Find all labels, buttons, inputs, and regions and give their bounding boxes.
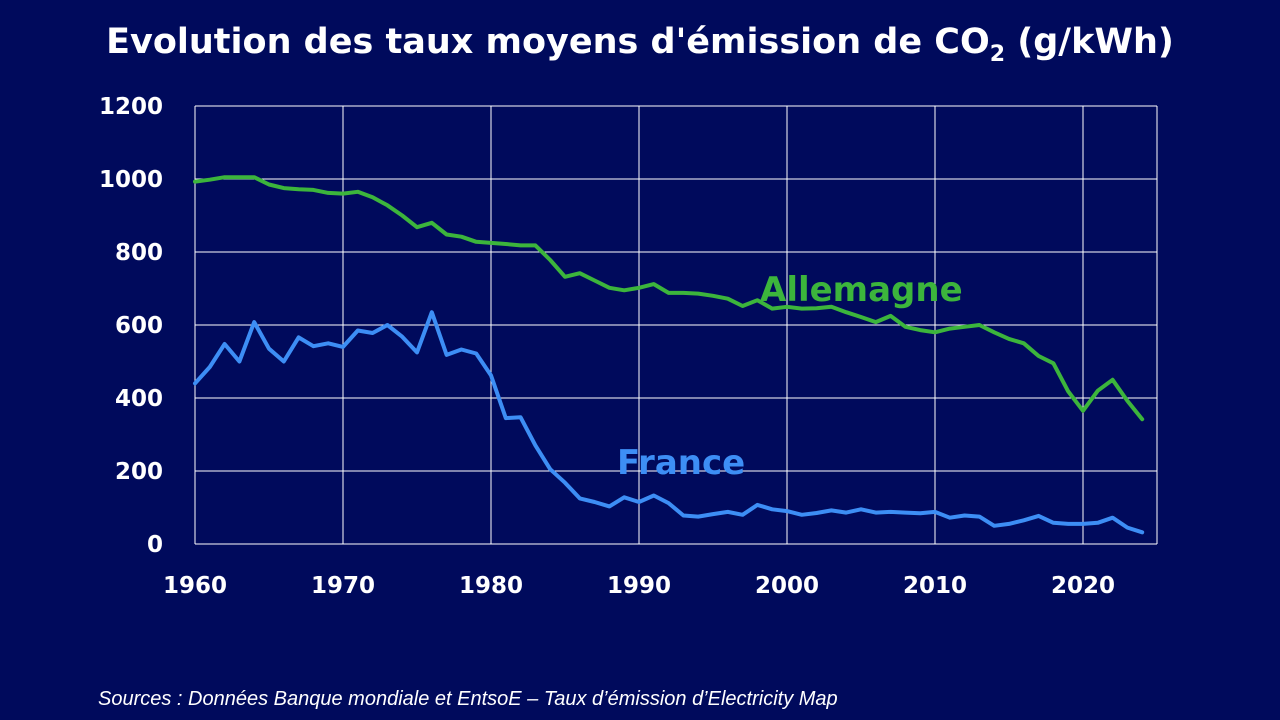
y-tick-label-1000: 1000: [99, 167, 163, 193]
series-annotations: Allemagne France: [617, 270, 963, 483]
series-label-allemagne: Allemagne: [760, 270, 963, 310]
x-tick-label-2020: 2020: [1051, 573, 1115, 599]
x-tick-label-1960: 1960: [163, 573, 227, 599]
series-line-allemagne: [193, 175, 1145, 422]
series-lines: [193, 175, 1145, 535]
chart-title-subscript: 2: [989, 42, 1006, 67]
chart-title-suffix: (g/kWh): [1005, 22, 1174, 62]
series-label-france: France: [617, 443, 745, 483]
x-tick-label-1990: 1990: [607, 573, 671, 599]
x-tick-label-1970: 1970: [311, 573, 375, 599]
y-tick-label-0: 0: [147, 532, 163, 558]
y-tick-label-1200: 1200: [99, 94, 163, 120]
series-line-france: [193, 310, 1145, 535]
y-tick-label-600: 600: [115, 313, 163, 339]
y-tick-label-200: 200: [115, 459, 163, 485]
x-tick-label-2010: 2010: [903, 573, 967, 599]
y-tick-label-400: 400: [115, 386, 163, 412]
chart-title-prefix: Evolution des taux moyens d'émission de …: [106, 22, 990, 62]
grid-lines: [194, 105, 1158, 545]
y-tick-label-800: 800: [115, 240, 163, 266]
x-tick-label-1980: 1980: [459, 573, 523, 599]
x-tick-label-2000: 2000: [755, 573, 819, 599]
source-note: Sources : Données Banque mondiale et Ent…: [98, 688, 838, 710]
axis-tick-labels: 0 200 400 600 800 1000 1200 1960 1970 1980 1990 200…: [99, 94, 1115, 599]
chart-title: Evolution des taux moyens d'émission de …: [0, 22, 1280, 67]
